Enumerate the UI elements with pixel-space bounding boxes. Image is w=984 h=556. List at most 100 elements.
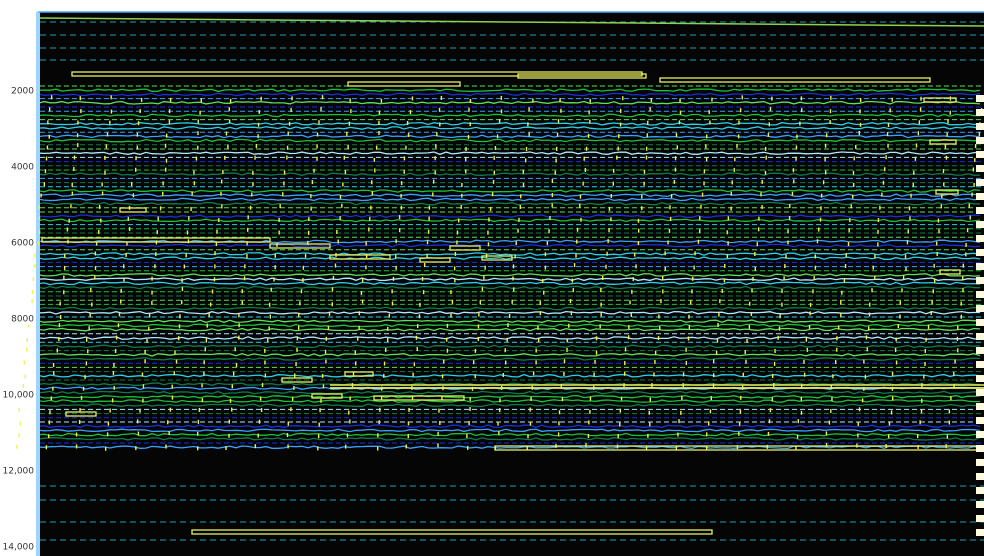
interval-box [269,243,331,249]
y-tick-label: 10,000 [3,391,35,401]
y-tick-label: 4000 [11,163,34,173]
trace [39,382,981,387]
interval-box [419,257,451,263]
edge-marker [976,459,984,466]
trace [39,243,981,248]
edge-marker [976,151,984,158]
trace [39,390,981,395]
label-box [2,389,36,401]
y-tick-label: 2000 [11,87,34,97]
interval-box [119,207,147,213]
interval-box [517,73,647,79]
interval-box [939,269,961,275]
edge-marker [976,445,984,452]
trace [39,373,981,378]
trace [39,214,981,219]
trace [40,239,981,244]
plot-area [38,12,984,556]
trace [39,327,981,332]
trace [39,281,981,286]
edge-marker [976,193,984,200]
trace [39,403,981,408]
interval-box [481,255,513,261]
trace [39,197,981,202]
trace [39,277,981,282]
interval-box [41,237,271,243]
trace [39,201,981,206]
trace-line [39,17,984,27]
interval-box [935,189,959,195]
edge-marker [976,389,984,396]
interval-box [659,77,931,83]
interval-box [373,395,465,401]
trace [39,424,981,429]
interval-box [191,529,713,535]
trace [39,113,981,118]
edge-marker [976,319,984,326]
label-box [2,237,36,249]
edge-marker [976,431,984,438]
trace [39,310,980,315]
trace [39,134,981,139]
label-box [2,85,36,97]
trace [39,336,980,340]
interval-box [923,97,957,103]
y-tick-label: 12,000 [3,467,35,477]
edge-marker [976,375,984,382]
edge-marker [976,333,984,340]
edge-marker [976,361,984,368]
edge-marker [976,109,984,116]
edge-marker [976,305,984,312]
trace [39,353,981,357]
trace [39,193,981,198]
edge-marker [976,221,984,228]
trace [39,88,981,93]
edge-marker [976,291,984,298]
trace [39,218,981,223]
label-box [2,161,36,173]
trace [39,445,981,450]
label-box [2,541,36,553]
y-tick-label: 14,000 [3,543,35,553]
interval-box [65,411,97,417]
edge-marker [976,165,984,172]
edge-marker [976,529,984,536]
edge-marker [976,347,984,354]
edge-marker [976,277,984,284]
interval-box [311,393,343,399]
interval-box [929,139,957,145]
trace [39,100,981,105]
edge-marker [976,235,984,242]
trace [39,432,981,437]
trace [39,344,981,349]
trace [39,138,981,143]
trace [40,121,981,126]
edge-marker [976,207,984,214]
edge-marker [976,95,984,102]
trace [39,172,981,177]
interval-box [344,371,374,377]
trace [39,126,981,130]
edge-marker [976,179,984,186]
edge-marker [976,137,984,144]
edge-marker [976,487,984,494]
trace [39,285,981,290]
edge-marker [976,123,984,130]
trace [39,252,981,256]
y-axis: 2000 4000 6000 8000 10,000 12,000 14,000 [2,85,36,553]
interval-box [347,81,461,87]
edge-marker [976,473,984,480]
traces [16,17,984,541]
trace [39,273,981,277]
trace [39,92,981,97]
edge-marker [976,249,984,256]
edge-marker [976,403,984,410]
trace [39,399,981,403]
y-tick-label: 8000 [11,315,34,325]
trace [39,189,981,193]
label-box [2,313,36,325]
trace [39,428,981,433]
trace [39,357,981,361]
